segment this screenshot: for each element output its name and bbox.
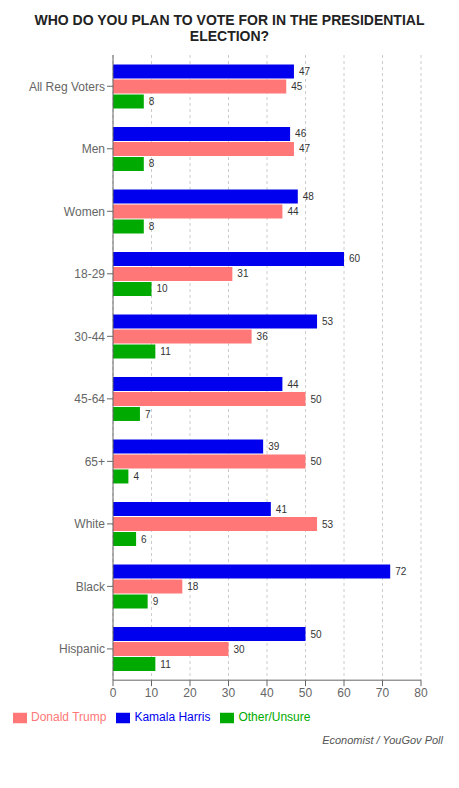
html-text:Kamala Harris: Kamala Harris	[134, 710, 211, 725]
svg-text:50: 50	[311, 629, 323, 640]
svg-text:11: 11	[160, 659, 171, 670]
html-text:Economist / YouGov Poll: Economist / YouGov Poll	[322, 734, 443, 746]
svg-text:47: 47	[299, 66, 311, 77]
svg-text:44: 44	[287, 206, 299, 217]
svg-text:18-29: 18-29	[74, 267, 105, 281]
svg-text:65+: 65+	[85, 455, 105, 469]
svg-text:White: White	[74, 517, 105, 531]
svg-text:60: 60	[349, 253, 361, 264]
html-text:Other/Unsure: Other/Unsure	[238, 710, 311, 725]
svg-text:70: 70	[376, 686, 390, 700]
svg-text:47: 47	[299, 143, 311, 154]
svg-text:10: 10	[157, 283, 169, 294]
svg-text:8: 8	[149, 96, 155, 107]
svg-text:48: 48	[303, 191, 315, 202]
svg-text:Black: Black	[76, 580, 106, 594]
svg-text:8: 8	[149, 158, 155, 169]
svg-text:18: 18	[187, 581, 199, 592]
html-text:WHO DO YOU PLAN TO VOTE FOR IN: WHO DO YOU PLAN TO VOTE FOR IN THE PRESI…	[34, 12, 425, 44]
svg-text:60: 60	[337, 686, 351, 700]
svg-text:46: 46	[295, 128, 307, 139]
svg-text:41: 41	[276, 504, 288, 515]
svg-text:50: 50	[311, 394, 323, 405]
html-text:Donald Trump: Donald Trump	[31, 710, 107, 725]
svg-text:4: 4	[133, 471, 139, 482]
svg-text:50: 50	[311, 456, 323, 467]
svg-text:30-44: 30-44	[74, 330, 105, 344]
svg-text:30: 30	[222, 686, 236, 700]
svg-text:39: 39	[268, 441, 280, 452]
svg-text:Hispanic: Hispanic	[59, 642, 105, 656]
svg-text:53: 53	[322, 316, 334, 327]
svg-text:36: 36	[257, 331, 269, 342]
svg-text:10: 10	[145, 686, 159, 700]
svg-text:45: 45	[291, 81, 303, 92]
svg-text:20: 20	[183, 686, 197, 700]
svg-text:80: 80	[414, 686, 428, 700]
svg-text:8: 8	[149, 221, 155, 232]
svg-text:53: 53	[322, 519, 334, 530]
svg-text:9: 9	[153, 596, 159, 607]
svg-text:11: 11	[160, 346, 171, 357]
svg-text:72: 72	[395, 566, 407, 577]
svg-text:Men: Men	[82, 142, 105, 156]
svg-text:7: 7	[145, 409, 151, 420]
svg-text:40: 40	[260, 686, 274, 700]
svg-text:6: 6	[141, 534, 147, 545]
svg-text:Women: Women	[64, 205, 105, 219]
svg-text:31: 31	[237, 268, 249, 279]
svg-text:45-64: 45-64	[74, 392, 105, 406]
svg-text:All Reg Voters: All Reg Voters	[29, 80, 105, 94]
svg-text:30: 30	[234, 644, 246, 655]
svg-text:44: 44	[287, 379, 299, 390]
svg-text:50: 50	[299, 686, 313, 700]
svg-text:0: 0	[110, 686, 117, 700]
